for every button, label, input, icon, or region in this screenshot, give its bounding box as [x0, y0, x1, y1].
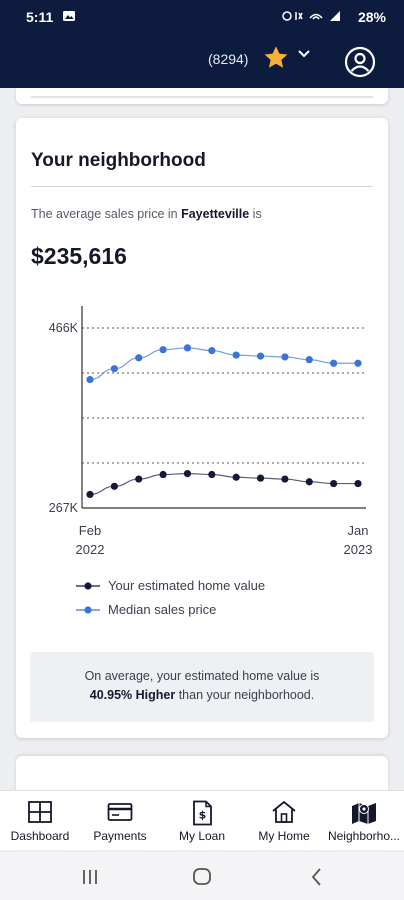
- nav-my-home[interactable]: My Home: [244, 791, 324, 851]
- average-suffix: is: [249, 207, 262, 221]
- comparison-info-box: On average, your estimated home value is…: [30, 652, 374, 722]
- svg-text:$: $: [199, 809, 207, 822]
- reward-points: (8294): [208, 51, 249, 67]
- info-line-2: 40.95% Higher than your neighborhood.: [30, 686, 374, 705]
- battery-percent: 28%: [357, 9, 386, 25]
- nav-my-loan[interactable]: $ My Loan: [162, 791, 242, 851]
- my-loan-icon: $: [193, 800, 212, 826]
- series-line-1: [89, 347, 358, 381]
- card-title: Your neighborhood: [31, 150, 206, 171]
- nav-dashboard[interactable]: Dashboard: [0, 791, 80, 851]
- data-point: [159, 346, 167, 354]
- legend-swatch: [76, 581, 100, 590]
- nav-label: Payments: [93, 829, 147, 843]
- divider: [31, 186, 373, 187]
- next-card: [16, 756, 388, 796]
- data-point: [281, 475, 289, 483]
- legend-item: Your estimated home value: [76, 578, 265, 593]
- system-navigation-bar: [0, 852, 404, 900]
- data-point: [86, 490, 94, 499]
- recent-apps-icon[interactable]: [83, 870, 97, 884]
- average-price-text: The average sales price in Fayetteville …: [31, 207, 262, 221]
- legend-label: Your estimated home value: [108, 578, 266, 593]
- data-point: [354, 479, 362, 488]
- image-notification-icon: [62, 9, 76, 26]
- status-icons: [282, 9, 344, 26]
- data-point: [305, 478, 313, 486]
- series-line-0: [89, 473, 359, 496]
- data-point: [183, 470, 192, 478]
- y-tick-label: 466K: [49, 321, 79, 335]
- info-line-1: On average, your estimated home value is: [84, 669, 320, 683]
- data-point: [86, 375, 94, 384]
- data-point: [135, 354, 143, 362]
- data-point: [354, 359, 362, 367]
- info-highlight: 40.95% Higher: [89, 688, 176, 702]
- info-suffix: than your neighborhood.: [175, 688, 315, 702]
- profile-avatar-icon[interactable]: [344, 46, 376, 78]
- data-point: [208, 470, 216, 479]
- nav-label: My Loan: [178, 829, 226, 843]
- data-point: [305, 356, 313, 364]
- data-point: [159, 470, 167, 479]
- data-point: [256, 474, 265, 482]
- back-nav-icon[interactable]: [311, 868, 321, 886]
- data-point: [330, 479, 338, 488]
- data-point: [281, 353, 289, 361]
- data-point: [232, 351, 240, 359]
- legend-swatch: [76, 605, 100, 614]
- nav-label: Dashboard: [10, 829, 70, 843]
- previous-card: [16, 88, 388, 104]
- nav-label: My Home: [258, 829, 310, 843]
- data-point: [135, 475, 143, 483]
- my-home-icon: [272, 800, 296, 823]
- star-icon[interactable]: [262, 44, 290, 72]
- data-point: [183, 344, 192, 352]
- bottom-navigation: Dashboard Payments $ My Loan My Home Nei…: [0, 790, 404, 850]
- home-nav-icon[interactable]: [193, 868, 211, 885]
- chevron-down-icon[interactable]: [296, 46, 312, 62]
- status-time: 5:11: [26, 9, 54, 25]
- x-tick-label: 2023: [344, 542, 373, 557]
- data-point: [330, 359, 338, 367]
- neighborhood-card: Your neighborhood The average sales pric…: [16, 118, 388, 738]
- payments-icon: [107, 803, 133, 821]
- nav-label: Neighborho...: [327, 829, 401, 843]
- nav-neighborhood[interactable]: Neighborho...: [324, 791, 404, 851]
- y-tick-label: 267K: [49, 501, 79, 515]
- dashboard-icon: [28, 801, 52, 823]
- data-point: [232, 473, 240, 481]
- x-tick-label: Jan: [348, 523, 369, 538]
- legend-item: Median sales price: [76, 602, 216, 617]
- data-point: [110, 482, 118, 490]
- neighborhood-icon: [352, 803, 376, 824]
- average-price: $235,616: [31, 243, 127, 269]
- legend-label: Median sales price: [108, 602, 217, 617]
- average-prefix: The average sales price in: [31, 207, 182, 221]
- app-header: (8294): [0, 34, 404, 88]
- data-point: [110, 365, 118, 373]
- data-point: [208, 347, 216, 355]
- status-bar: 5:11 28%: [0, 0, 404, 34]
- data-point: [256, 352, 265, 360]
- x-tick-label: 2022: [76, 542, 105, 557]
- x-tick-label: Feb: [79, 523, 101, 538]
- nav-payments[interactable]: Payments: [80, 791, 160, 851]
- city-name: Fayetteville: [181, 207, 250, 221]
